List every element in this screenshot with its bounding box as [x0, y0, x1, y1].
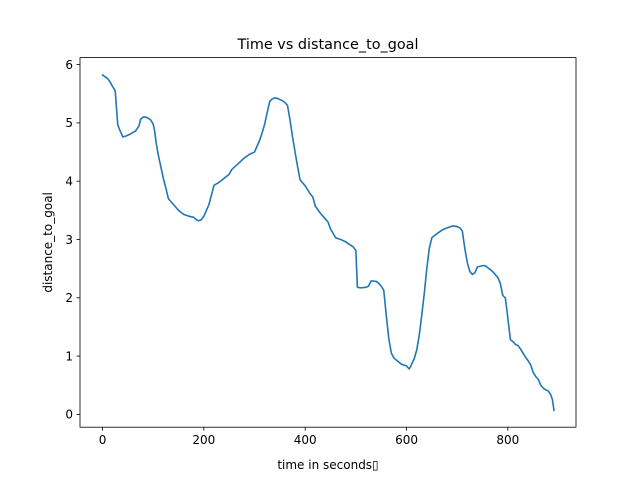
x-tick-label: 0 — [99, 433, 107, 447]
x-tick-label: 800 — [496, 433, 519, 447]
x-tick-label: 400 — [294, 433, 317, 447]
series-line-0 — [101, 73, 555, 412]
axes-layer: 0 200 400 600 800 0 1 2 3 4 5 6 — [65, 57, 577, 447]
y-tick-label: 0 — [65, 408, 73, 422]
x-axis-label: time in seconds▯ — [277, 458, 378, 472]
y-axis-label: distance_to_goal — [41, 192, 55, 293]
y-tick-label: 5 — [65, 116, 73, 130]
y-tick-label: 4 — [65, 174, 73, 188]
plot-area — [80, 57, 576, 428]
x-tick-label: 600 — [395, 433, 418, 447]
series-layer — [101, 73, 555, 412]
chart-title: Time vs distance_to_goal — [237, 37, 419, 53]
y-tick-label: 1 — [65, 349, 73, 363]
axes-frame — [79, 57, 577, 428]
x-tick-label: 200 — [192, 433, 215, 447]
y-tick-label: 6 — [65, 58, 73, 72]
y-tick-label: 3 — [65, 233, 73, 247]
y-tick-label: 2 — [65, 291, 73, 305]
